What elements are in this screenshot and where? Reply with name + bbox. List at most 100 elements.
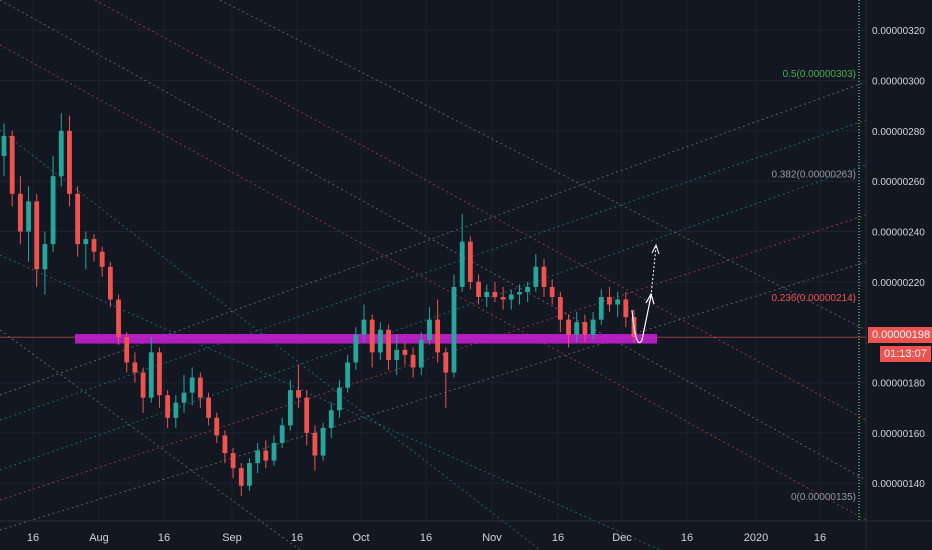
candle-body (410, 354, 416, 368)
candle-body (287, 390, 293, 426)
y-tick-label: 0.00000160 (872, 429, 925, 440)
candle-body (58, 130, 64, 177)
candle-body (377, 329, 383, 353)
x-tick-label: 16 (814, 532, 826, 544)
candle-body (607, 296, 612, 305)
candle-body (345, 362, 351, 388)
candlesticks (1, 113, 637, 496)
x-tick-label: 2020 (744, 532, 768, 544)
candle-body (549, 286, 555, 297)
candle-body (467, 241, 473, 282)
candle-body (67, 130, 72, 194)
countdown-badge: 01:13:07 (880, 346, 931, 362)
fib-label: 0.236(0.00000214) (771, 293, 856, 304)
candle-body (369, 319, 375, 353)
candle-body (279, 425, 285, 443)
y-tick-label: 0.00000180 (872, 379, 925, 390)
y-tick-label: 0.00000140 (872, 479, 925, 490)
candle-body (83, 239, 89, 245)
candle-body (91, 239, 97, 252)
candle-body (99, 251, 105, 267)
candle-body (492, 291, 498, 297)
current-price-badge: 0.00000198 (868, 327, 932, 343)
x-tick-label: Nov (482, 532, 502, 544)
channel-line (0, 129, 541, 550)
projection-arrow-solid (631, 295, 652, 344)
candle-body (582, 322, 588, 335)
y-tick-label: 0.00000220 (872, 278, 925, 289)
candle-body (443, 352, 449, 373)
candle-body (9, 135, 15, 194)
support-zone (75, 333, 657, 344)
x-tick-label: Sep (222, 532, 242, 544)
y-tick-label: 0.00000320 (872, 26, 925, 37)
candle-body (386, 329, 391, 360)
x-tick-label: 16 (27, 532, 39, 544)
candle-body (271, 442, 277, 461)
candle-body (206, 397, 211, 418)
candle-body (181, 392, 187, 403)
candle-body (214, 417, 220, 436)
trend-channels (0, 0, 867, 550)
candle-body (148, 352, 154, 398)
candle-body (26, 201, 31, 232)
y-tick-label: 0.00000260 (872, 177, 925, 188)
candle-body (312, 432, 318, 456)
x-tick-label: Aug (89, 532, 109, 544)
candle-body (1, 135, 7, 157)
candle-body (525, 286, 531, 292)
candle-body (140, 372, 146, 398)
candle-body (508, 294, 514, 300)
candle-body (394, 349, 400, 360)
candle-body (222, 435, 228, 454)
candle-body (107, 266, 113, 300)
candle-body (230, 453, 236, 469)
time-axis[interactable]: 16 Aug 16 Sep 16 Oct 16 Nov 16 Dec 16 2020 16 (27, 532, 826, 544)
candle-body (566, 319, 571, 335)
candle-body (132, 362, 138, 373)
channel-line (0, 0, 867, 481)
projection-arrow-dashed (650, 246, 657, 297)
channel-line (0, 119, 867, 421)
price-axis[interactable]: 0.00000320 0.00000300 0.00000280 0.00000260… (872, 26, 925, 490)
fib-label: 0(0.00000135) (791, 492, 856, 503)
y-tick-label: 0.00000240 (872, 228, 925, 239)
candle-body (476, 281, 481, 297)
candle-body (418, 339, 424, 368)
candle-body (17, 193, 23, 232)
grid (0, 0, 866, 521)
candle-body (557, 296, 563, 320)
channel-line (0, 164, 867, 471)
candle-body (157, 352, 162, 396)
x-tick-label: 16 (158, 532, 170, 544)
candle-body (255, 450, 261, 464)
candle-body (296, 390, 301, 398)
candle-body (500, 296, 506, 300)
candle-body (263, 450, 269, 461)
y-tick-label: 0.00000300 (872, 77, 925, 88)
fib-levels: 0(0.00000135) 0.236(0.00000214) 0.382(0.00… (771, 0, 860, 521)
candle-body (247, 463, 252, 486)
candle-body (320, 427, 326, 456)
candle-body (517, 291, 522, 295)
candle-body (353, 334, 359, 363)
candle-body (459, 241, 465, 287)
candle-body (238, 468, 244, 486)
channel-line (94, 0, 867, 421)
fib-label: 0.382(0.00000263) (771, 170, 856, 181)
candle-body (598, 296, 604, 320)
candle-body (435, 319, 441, 353)
candle-body (197, 377, 203, 398)
fib-label: 0.5(0.00000303) (783, 69, 856, 80)
candle-body (533, 266, 539, 287)
arrow-head-icon (651, 243, 660, 255)
candle-body (427, 319, 432, 340)
x-tick-label: 16 (420, 532, 432, 544)
candle-body (42, 244, 48, 270)
candle-body (173, 402, 179, 418)
candle-body (165, 395, 171, 418)
x-tick-label: 16 (552, 532, 564, 544)
y-tick-label: 0.00000280 (872, 127, 925, 138)
x-tick-label: 16 (681, 532, 693, 544)
